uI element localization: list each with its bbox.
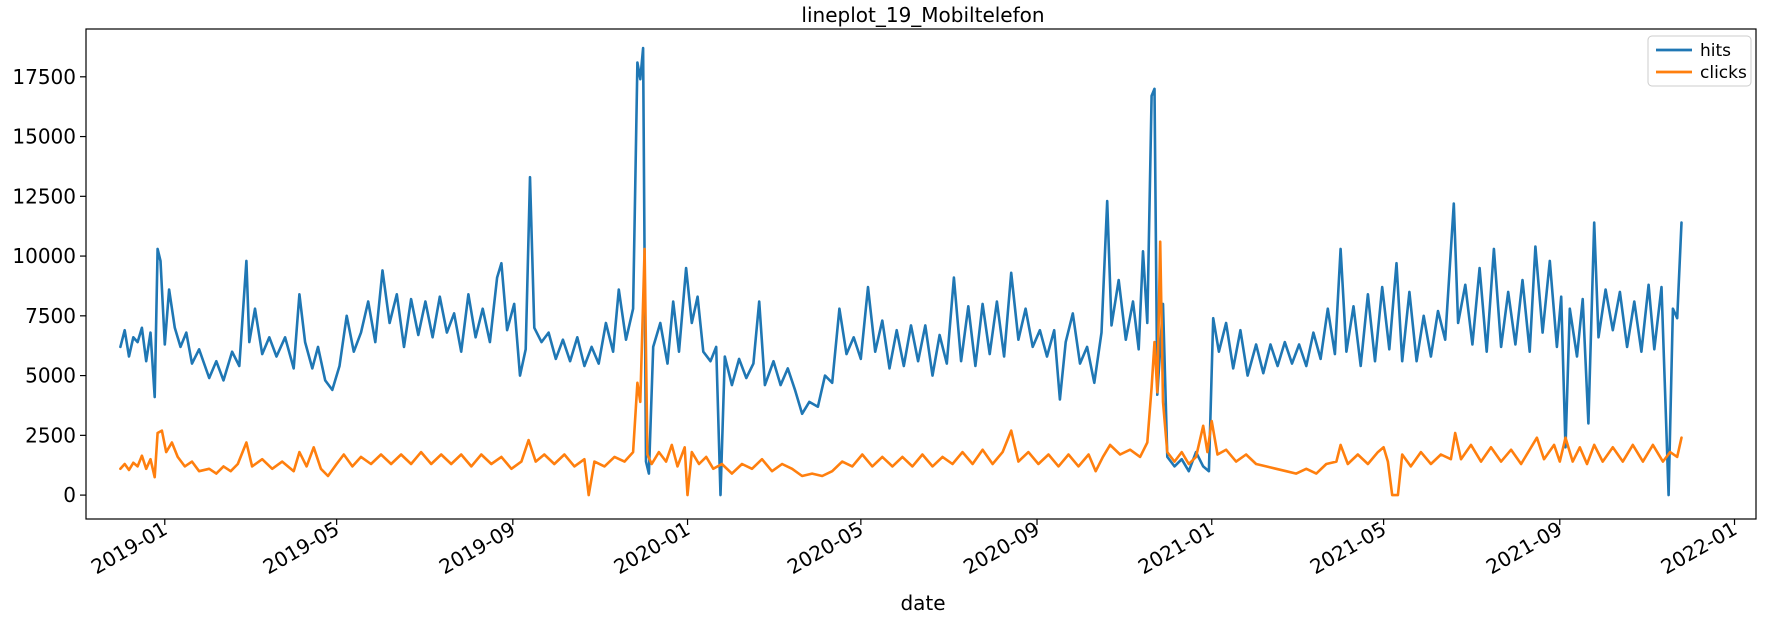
series-line-hits <box>119 46 1683 497</box>
x-axis-label: date <box>900 591 945 615</box>
x-tick-label: 2019-05 <box>259 517 343 580</box>
chart-title: lineplot_19_Mobiltelefon <box>801 3 1044 27</box>
y-tick-label: 17500 <box>12 65 76 89</box>
x-tick-label: 2022-01 <box>1657 517 1741 580</box>
y-tick-label: 15000 <box>12 125 76 149</box>
x-tick-label: 2021-09 <box>1482 517 1566 580</box>
y-tick-label: 10000 <box>12 244 76 268</box>
y-tick-label: 12500 <box>12 184 76 208</box>
x-tick-label: 2020-09 <box>959 517 1043 580</box>
legend-label-hits: hits <box>1700 41 1731 61</box>
x-tick-label: 2019-09 <box>435 517 519 580</box>
x-tick-label: 2019-01 <box>87 517 171 580</box>
y-tick-label: 7500 <box>25 304 76 328</box>
x-tick-label: 2021-05 <box>1306 517 1390 580</box>
x-axis: 2019-01 2019-05 2019-09 2020-01 2020-05 2020-… <box>87 517 1741 580</box>
x-tick-label: 2021-01 <box>1134 517 1218 580</box>
series-lines <box>119 46 1683 497</box>
y-axis: 0 2500 5000 7500 10000 12500 15000 17500 <box>12 65 86 507</box>
legend-label-clicks: clicks <box>1700 63 1747 83</box>
y-tick-label: 2500 <box>25 423 76 447</box>
y-tick-label: 5000 <box>25 364 76 388</box>
x-tick-label: 2020-01 <box>610 517 694 580</box>
legend-box <box>1647 35 1752 87</box>
y-tick-label: 0 <box>63 483 76 507</box>
series-line-clicks <box>119 240 1683 497</box>
x-tick-label: 2020-05 <box>783 517 867 580</box>
plot-frame <box>85 28 1757 520</box>
